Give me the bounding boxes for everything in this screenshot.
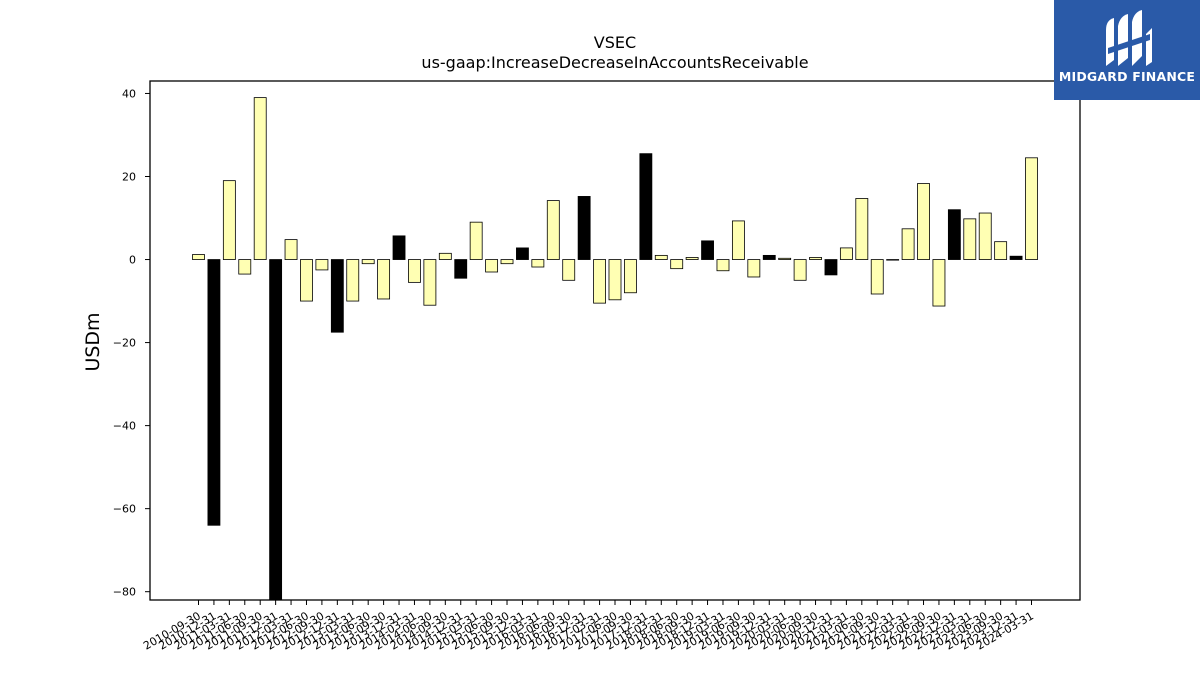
y-tick-label: −20 xyxy=(113,337,136,350)
bar xyxy=(577,196,591,260)
y-tick-label: 0 xyxy=(129,254,136,267)
y-axis-label: USDm xyxy=(82,312,104,371)
bar xyxy=(793,259,807,281)
bar xyxy=(284,239,298,260)
bar xyxy=(839,247,853,260)
bar xyxy=(593,259,606,304)
bar xyxy=(963,218,977,260)
bars xyxy=(192,97,1038,601)
bar xyxy=(670,259,684,270)
bar xyxy=(330,259,344,333)
y-tick-label: −60 xyxy=(113,503,136,516)
bar xyxy=(546,200,560,260)
bar xyxy=(346,259,360,302)
bar xyxy=(253,97,267,260)
bar xyxy=(778,257,792,260)
bar xyxy=(469,221,483,260)
bar xyxy=(222,180,236,260)
bar xyxy=(454,259,468,279)
bar xyxy=(608,259,622,301)
bar xyxy=(423,259,437,306)
bar xyxy=(500,259,514,265)
bar xyxy=(886,259,900,261)
bar xyxy=(624,259,637,294)
bar xyxy=(562,259,576,281)
midgard-logo-icon xyxy=(1106,10,1152,66)
bar xyxy=(315,259,329,271)
bar xyxy=(192,254,205,260)
bar xyxy=(932,259,946,307)
y-tick-label: 20 xyxy=(122,170,136,183)
bar xyxy=(238,259,252,275)
bar xyxy=(361,259,375,265)
bar xyxy=(685,257,699,260)
bar xyxy=(901,228,915,260)
y-axis-ticks: 40 20 0 −20 −40 −60 −80 xyxy=(113,87,150,599)
bar xyxy=(438,252,452,260)
bar xyxy=(516,247,529,260)
y-tick-label: −80 xyxy=(113,586,136,599)
bar xyxy=(207,259,221,526)
chart-title: VSEC xyxy=(594,33,636,52)
x-axis-ticks: 2010-09-302010-12-312011-03-312011-06-30… xyxy=(141,600,1036,653)
brand-logo: MIDGARD FINANCE xyxy=(1054,0,1200,100)
y-tick-label: −40 xyxy=(113,420,136,433)
bar xyxy=(1009,255,1023,260)
chart-subtitle: us-gaap:IncreaseDecreaseInAccountsReceiv… xyxy=(421,53,808,72)
bar xyxy=(531,259,545,268)
plot-frame xyxy=(149,80,1081,601)
bar xyxy=(809,257,822,260)
bar xyxy=(408,259,421,283)
bar xyxy=(947,209,961,260)
bar xyxy=(716,259,730,272)
bar xyxy=(300,259,313,302)
bar xyxy=(701,240,714,260)
bar xyxy=(485,259,499,273)
bar xyxy=(824,259,838,276)
bar xyxy=(392,235,406,260)
bar xyxy=(269,259,283,601)
bar xyxy=(855,198,869,260)
bar xyxy=(639,153,653,260)
bar xyxy=(994,241,1008,260)
bar xyxy=(762,254,776,260)
bar xyxy=(917,183,930,260)
y-tick-label: 40 xyxy=(122,87,136,100)
bar xyxy=(654,254,668,260)
bar xyxy=(978,212,992,260)
bar xyxy=(377,259,391,300)
brand-name: MIDGARD FINANCE xyxy=(1058,69,1196,84)
bar xyxy=(870,259,884,295)
bar xyxy=(1025,157,1038,260)
bar xyxy=(731,220,745,260)
bar xyxy=(747,259,761,278)
